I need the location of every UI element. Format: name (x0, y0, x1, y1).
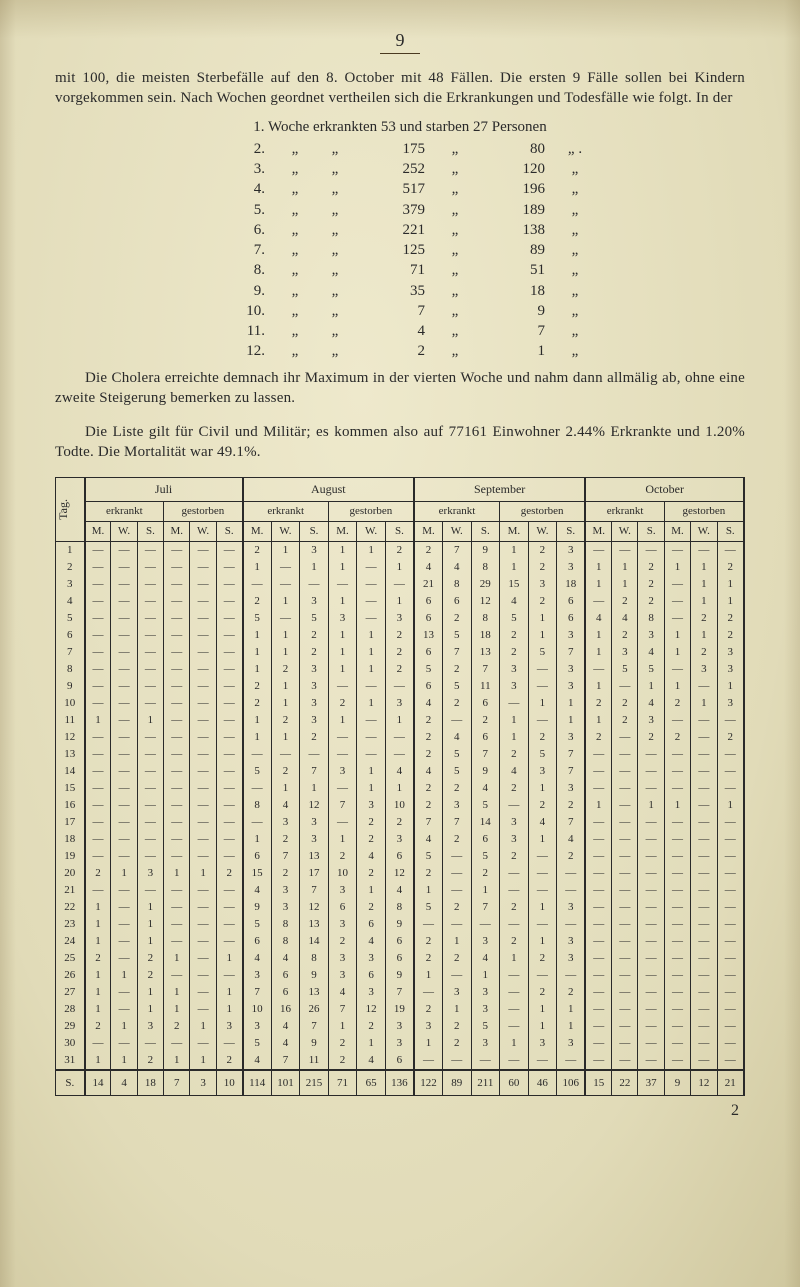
week-row: 6.„„221„138„ (55, 220, 745, 240)
mws-header: M. (414, 521, 443, 541)
table-row: 15———————11—11224213—————— (56, 780, 744, 797)
table-row: 2021311215217102122—2————————— (56, 865, 744, 882)
week-row: 2.„„175„80„ . (55, 139, 745, 159)
page-number: 9 (380, 30, 420, 54)
mws-header: S. (638, 521, 664, 541)
table-row: 26112———3693691—1————————— (56, 967, 744, 984)
table-row: 271—11—17613437—33—22—————— (56, 984, 744, 1001)
table-row: 281—11—110162671219213—11—————— (56, 1001, 744, 1018)
sub-erkrankt: erkrankt (585, 501, 664, 521)
week-row: 9.„„35„18„ (55, 281, 745, 301)
sub-gestorben: gestorben (664, 501, 743, 521)
month-august: August (243, 478, 414, 502)
table-row: 252—21—1448336224123—————— (56, 950, 744, 967)
signature-number: 2 (55, 1102, 745, 1120)
mws-header: M. (85, 521, 111, 541)
sub-gestorben: gestorben (328, 501, 414, 521)
mws-header: W. (271, 521, 300, 541)
week-row: 8.„„71„51„ (55, 260, 745, 280)
week-row: 11.„„4„7„ (55, 321, 745, 341)
mws-header: S. (471, 521, 500, 541)
sub-erkrankt: erkrankt (243, 501, 329, 521)
month-september: September (414, 478, 585, 502)
mws-header: W. (691, 521, 717, 541)
mws-header: M. (164, 521, 190, 541)
week-row: 12.„„2„1„ (55, 341, 745, 361)
mws-header: M. (585, 521, 611, 541)
table-row: 1——————213112279123—————— (56, 541, 744, 559)
paragraph-2: Die Cholera erreichte demnach ihr Maximu… (55, 368, 745, 409)
table-row: 13————————————257257—————— (56, 746, 744, 763)
table-row: 18——————123123426314—————— (56, 831, 744, 848)
mws-header: M. (328, 521, 357, 541)
table-row: 5——————5—53—3628516448—22 (56, 610, 744, 627)
table-row: 10——————213213426—11224213 (56, 695, 744, 712)
week-row: 5.„„379„189„ (55, 200, 745, 220)
mws-header: S. (385, 521, 414, 541)
mws-header: M. (664, 521, 690, 541)
table-row: 231—1———5813369———————————— (56, 916, 744, 933)
week-row: 3.„„252„120„ (55, 159, 745, 179)
table-row: 16——————84127310235—221—11—1 (56, 797, 744, 814)
mws-header: W. (442, 521, 471, 541)
table-row: 29213213347123325—11—————— (56, 1018, 744, 1035)
table-row: 2——————1—11—1448123112112 (56, 559, 744, 576)
mws-header: W. (357, 521, 386, 541)
cholera-table: Tag. Juli August September October erkra… (55, 477, 745, 1096)
sub-gestorben: gestorben (164, 501, 243, 521)
mws-header: M. (500, 521, 529, 541)
table-row: 19——————67132465—52—2—————— (56, 848, 744, 865)
mws-header: S. (216, 521, 242, 541)
table-row: 6——————11211213518213123112 (56, 627, 744, 644)
mws-header: S. (137, 521, 163, 541)
sum-row: S.14418731011410121571651361228921160461… (56, 1070, 744, 1095)
mws-header: S. (717, 521, 743, 541)
mws-header: W. (190, 521, 216, 541)
sub-gestorben: gestorben (500, 501, 586, 521)
week-row: 10.„„7„9„ (55, 301, 745, 321)
tag-header: Tag. (56, 493, 71, 526)
mws-header: W. (612, 521, 638, 541)
mws-header: S. (557, 521, 586, 541)
mws-header: S. (300, 521, 329, 541)
week-row: 7.„„125„89„ (55, 240, 745, 260)
week-row: 4.„„517„196„ (55, 179, 745, 199)
month-juli: Juli (85, 478, 243, 502)
paragraph-1: mit 100, die meisten Sterbefälle auf den… (55, 68, 745, 109)
sub-erkrankt: erkrankt (85, 501, 164, 521)
table-row: 7——————1121126713257134123 (56, 644, 744, 661)
intro-line: 1. Woche erkrankten 53 und starben 27 Pe… (253, 117, 546, 137)
mws-header: W. (111, 521, 137, 541)
table-row: 221—1———9312628527213—————— (56, 899, 744, 916)
table-row: 14——————527314459437—————— (56, 763, 744, 780)
table-row: 8——————1231125273—3—55—33 (56, 661, 744, 678)
table-row: 311121124711246———————————— (56, 1052, 744, 1070)
mws-header: W. (528, 521, 557, 541)
table-row: 4——————2131—16612426—22—11 (56, 593, 744, 610)
mws-header: M. (243, 521, 272, 541)
table-row: 30——————549213123133—————— (56, 1035, 744, 1052)
paragraph-3: Die Liste gilt für Civil und Militär; es… (55, 422, 745, 463)
table-row: 3————————————2182915318112—11 (56, 576, 744, 593)
table-row: 17———————33—227714347—————— (56, 814, 744, 831)
table-row: 241—1———6814246213213—————— (56, 933, 744, 950)
month-october: October (585, 478, 743, 502)
sub-erkrankt: erkrankt (414, 501, 500, 521)
table-row: 21——————4373141—1————————— (56, 882, 744, 899)
table-row: 12——————112———2461232—22—2 (56, 729, 744, 746)
table-row: 111—1———1231—12—21—1123——— (56, 712, 744, 729)
table-row: 9——————213———65113—31—11—1 (56, 678, 744, 695)
